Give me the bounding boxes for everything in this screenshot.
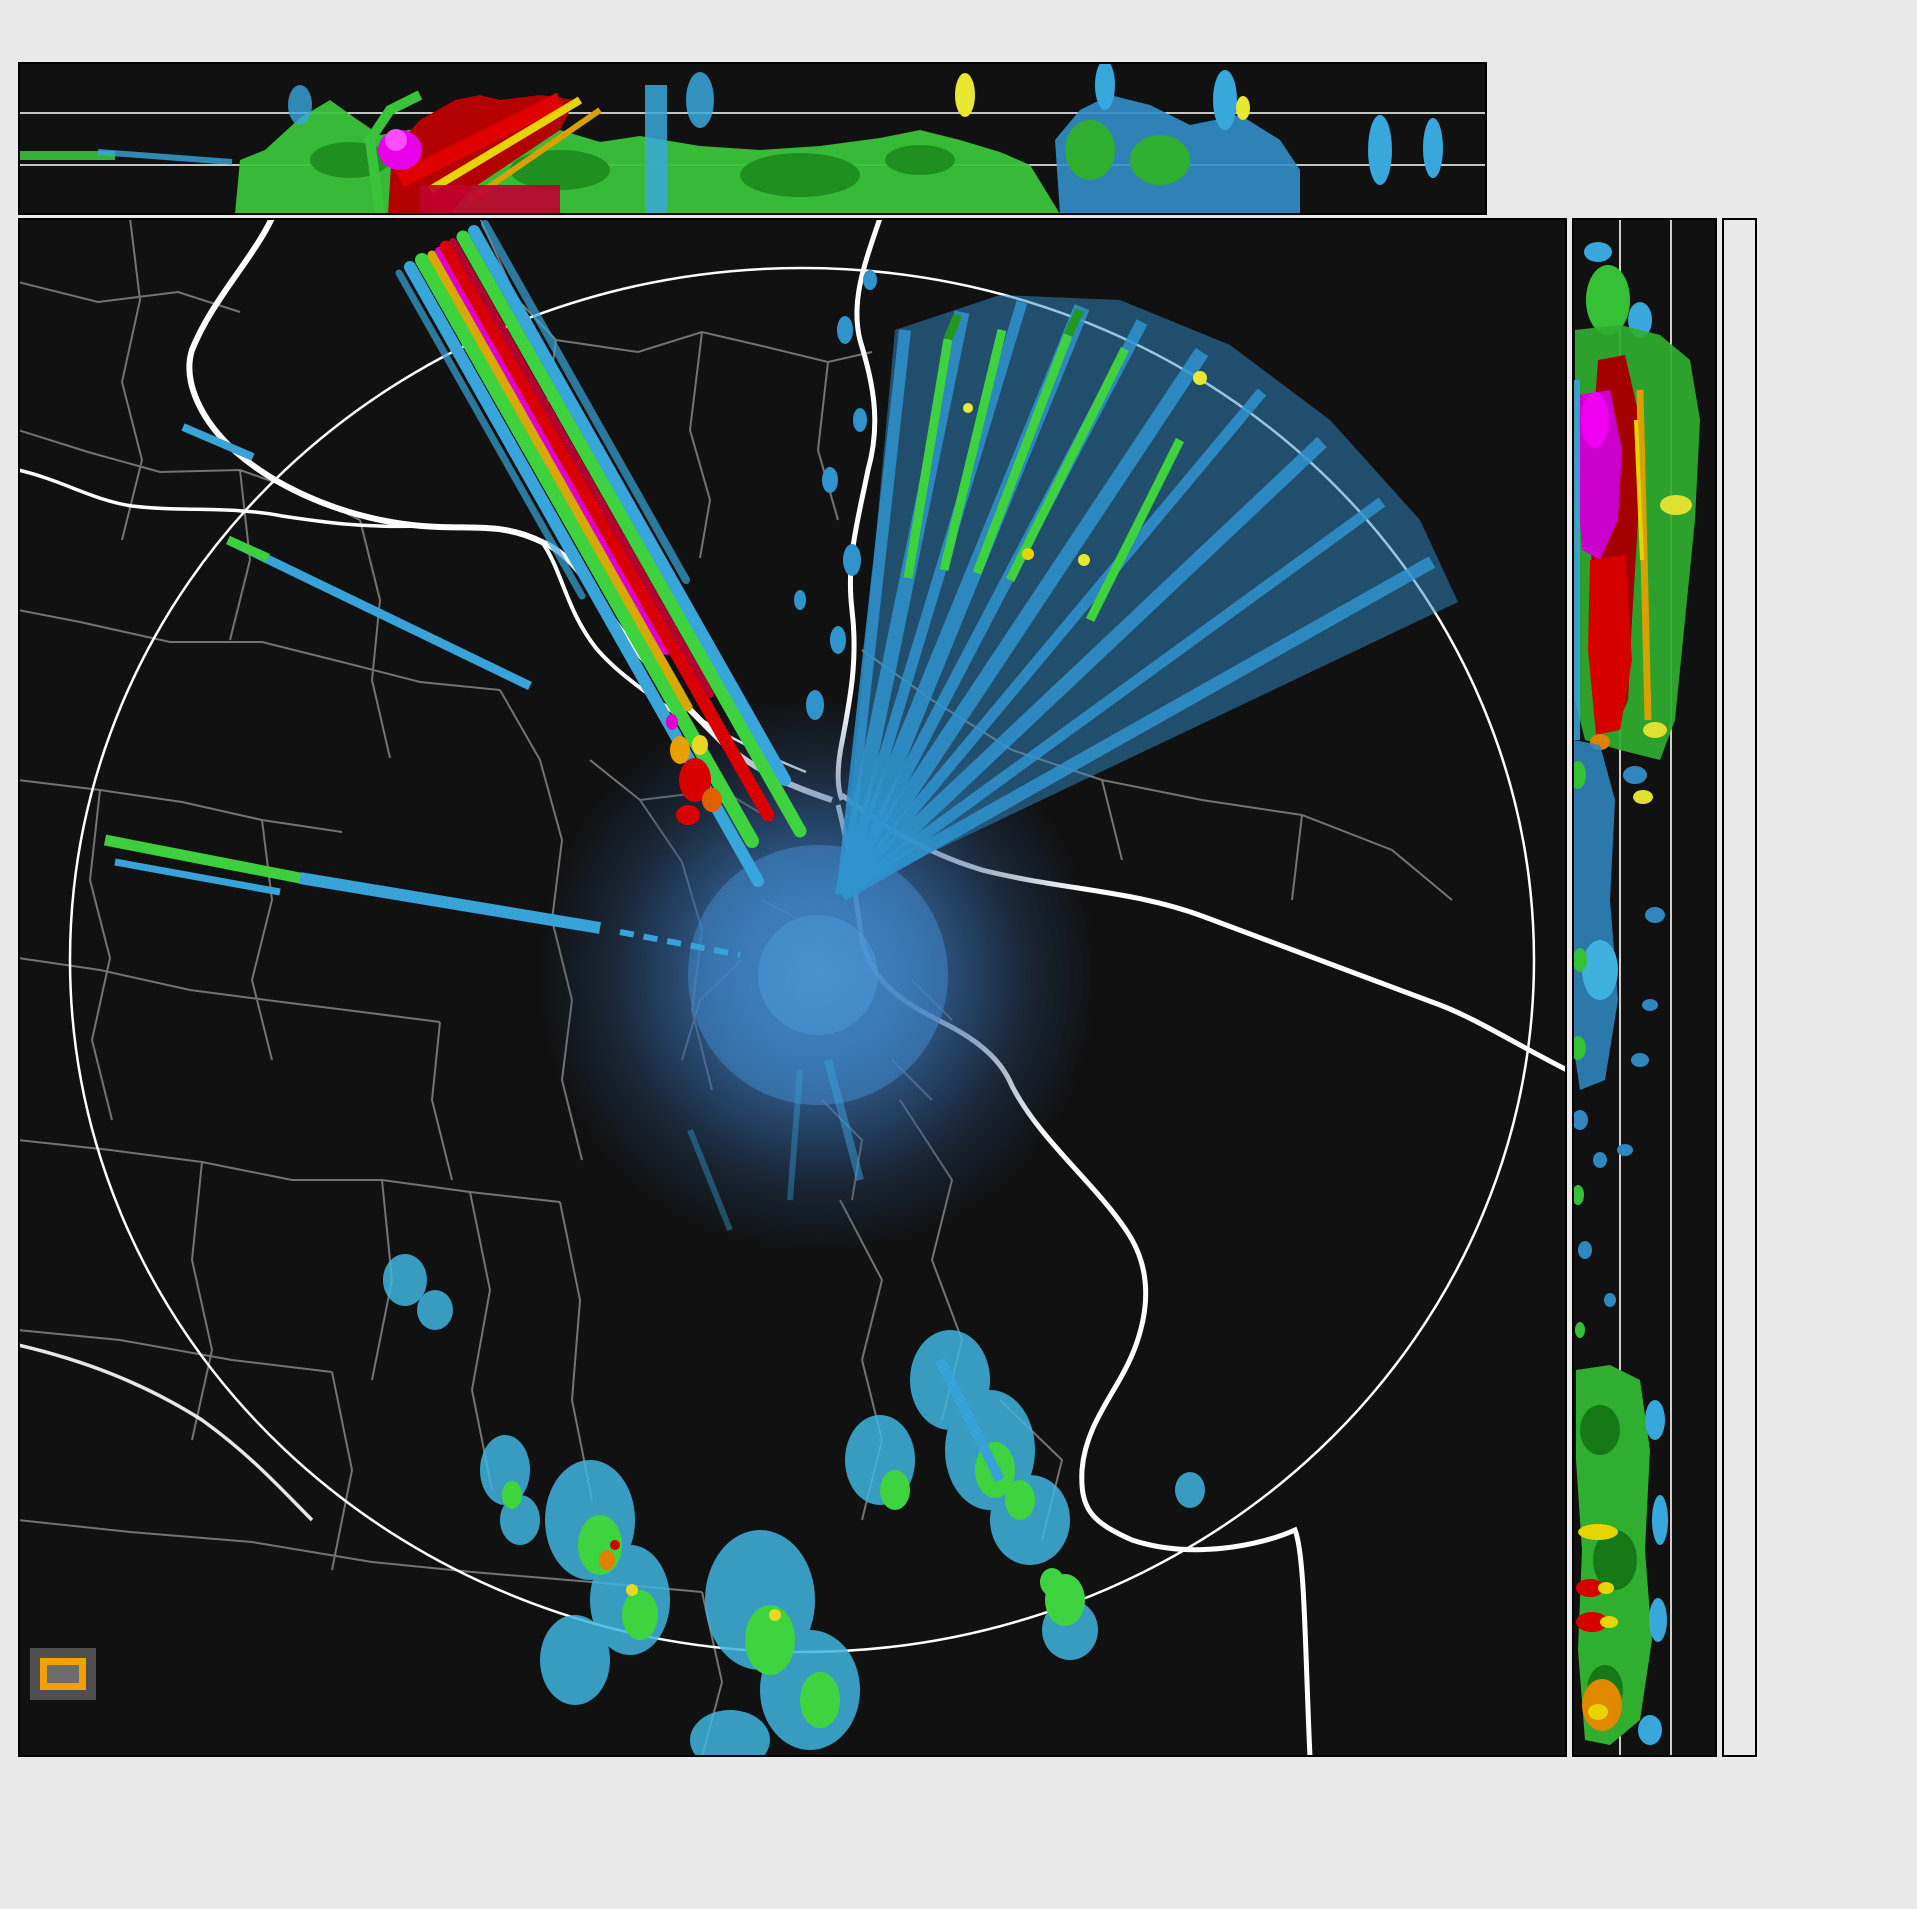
south-cells bbox=[383, 1254, 1205, 1755]
warning-banner[interactable] bbox=[40, 1658, 86, 1690]
city-labels-layer bbox=[20, 220, 1565, 1755]
cross-section-top-graphic bbox=[20, 64, 1485, 213]
radar-map-graphic bbox=[20, 220, 1565, 1755]
cross-section-right-graphic bbox=[1574, 220, 1700, 1755]
radar-map[interactable] bbox=[18, 218, 1567, 1757]
echo-profile-top bbox=[20, 64, 1443, 213]
footer-logo-strip bbox=[0, 1757, 1917, 1909]
cross-section-top-panel bbox=[18, 62, 1487, 215]
reflectivity-colorbar bbox=[1722, 218, 1757, 1757]
zarate-cell bbox=[666, 714, 722, 825]
echo-profile-right bbox=[1574, 242, 1700, 1745]
cross-section-right-panel bbox=[1572, 218, 1717, 1757]
radar-echoes bbox=[103, 220, 1458, 1755]
